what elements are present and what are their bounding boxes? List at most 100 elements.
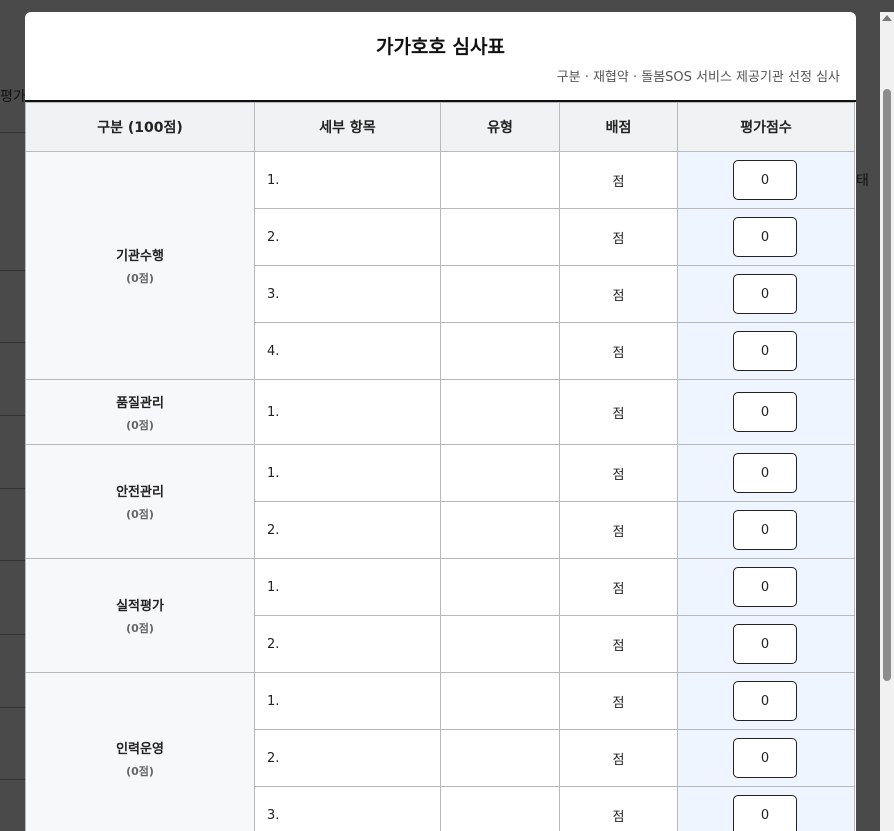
type-cell <box>440 672 560 730</box>
points-cell: 점 <box>559 786 678 831</box>
score-cell <box>677 444 855 502</box>
score-input[interactable] <box>733 795 797 831</box>
table-row: 2. 점 <box>26 501 855 559</box>
category-name: 품질관리 <box>116 395 164 411</box>
category-name: 실적평가 <box>116 599 164 614</box>
detail-item: 3. <box>254 786 441 831</box>
type-cell <box>440 379 560 445</box>
divider <box>0 270 30 271</box>
detail-item: 1. <box>254 672 441 730</box>
table-row: 2. 점 <box>26 615 855 673</box>
points-cell: 점 <box>559 208 678 266</box>
points-cell: 점 <box>559 615 678 673</box>
points-cell: 점 <box>559 265 678 323</box>
divider <box>0 707 30 708</box>
detail-item: 1. <box>254 558 441 616</box>
category-score: (0점) <box>126 418 154 432</box>
score-input[interactable] <box>733 274 797 314</box>
score-cell <box>677 208 855 266</box>
modal-subtitle: 구분 · 재협약 · 돌봄SOS 서비스 제공기관 선정 심사 <box>556 70 840 85</box>
type-cell <box>440 444 560 502</box>
type-cell <box>440 265 560 323</box>
detail-item: 2. <box>254 615 441 673</box>
table-header-row: 구분 (100점) 세부 항목 유형 배점 평가점수 <box>25 102 855 152</box>
score-input[interactable] <box>733 738 797 778</box>
table-row: 실적평가 (0점) 1. 점 <box>25 558 855 673</box>
score-cell <box>677 322 855 380</box>
table-row: 인력운영 (0점) 1. 점 <box>25 672 855 831</box>
type-cell <box>440 151 560 209</box>
table-row: 2. 점 <box>26 208 855 266</box>
points-cell: 점 <box>559 501 678 559</box>
evaluation-modal: 가가호호 심사표 구분 · 재협약 · 돌봄SOS 서비스 제공기관 선정 심사… <box>25 12 856 831</box>
points-cell: 점 <box>559 151 678 209</box>
scrollbar-thumb[interactable] <box>883 89 891 681</box>
background-label: 태 <box>856 173 869 189</box>
scroll-up-icon[interactable] <box>882 15 892 21</box>
modal-header: 가가호호 심사표 구분 · 재협약 · 돌봄SOS 서비스 제공기관 선정 심사 <box>25 12 856 102</box>
table-row: 안전관리 (0점) 1. 점 <box>25 444 855 559</box>
points-cell: 점 <box>559 444 678 502</box>
score-input[interactable] <box>733 624 797 664</box>
detail-item: 1. <box>254 444 441 502</box>
detail-item: 3. <box>254 265 441 323</box>
score-cell <box>677 729 855 787</box>
column-header-score: 평가점수 <box>677 102 855 152</box>
category-cell: 안전관리 (0점) <box>25 444 255 559</box>
category-name: 안전관리 <box>116 485 164 500</box>
table-row: 2. 점 <box>26 729 855 787</box>
score-input[interactable] <box>733 510 797 550</box>
score-cell <box>677 151 855 209</box>
score-input[interactable] <box>733 217 797 257</box>
category-name: 기관수행 <box>116 249 164 264</box>
table-row: 4. 점 <box>26 322 855 380</box>
column-header-detail: 세부 항목 <box>254 102 441 152</box>
points-cell: 점 <box>559 558 678 616</box>
detail-item: 2. <box>254 208 441 266</box>
type-cell <box>440 322 560 380</box>
evaluation-table: 구분 (100점) 세부 항목 유형 배점 평가점수 기관수행 (0점) 1. … <box>25 102 855 831</box>
category-cell: 품질관리 (0점) <box>25 379 255 445</box>
points-cell: 점 <box>559 672 678 730</box>
column-header-category: 구분 (100점) <box>25 102 255 152</box>
category-cell: 인력운영 (0점) <box>25 672 255 831</box>
detail-item: 2. <box>254 729 441 787</box>
category-score: (0점) <box>126 764 154 778</box>
type-cell <box>440 729 560 787</box>
score-cell <box>677 672 855 730</box>
score-cell <box>677 786 855 831</box>
column-header-points: 배점 <box>559 102 678 152</box>
modal-scrollbar[interactable] <box>880 12 894 831</box>
divider <box>0 634 30 635</box>
score-cell <box>677 265 855 323</box>
score-input[interactable] <box>733 567 797 607</box>
score-input[interactable] <box>733 160 797 200</box>
category-score: (0점) <box>126 508 154 521</box>
category-score: (0점) <box>126 272 154 285</box>
points-cell: 점 <box>559 379 678 445</box>
category-cell: 기관수행 (0점) <box>25 151 255 380</box>
score-cell <box>677 501 855 559</box>
score-cell <box>677 379 855 445</box>
score-input[interactable] <box>733 453 797 493</box>
table-row: 3. 점 <box>26 265 855 323</box>
modal-title: 가가호호 심사표 <box>376 36 505 58</box>
detail-item: 2. <box>254 501 441 559</box>
score-input[interactable] <box>733 392 797 432</box>
divider <box>0 779 30 780</box>
category-score: (0점) <box>126 622 154 635</box>
score-input[interactable] <box>733 681 797 721</box>
score-input[interactable] <box>733 331 797 371</box>
column-header-type: 유형 <box>440 102 560 152</box>
table-row: 기관수행 (0점) 1. 점 <box>25 151 855 380</box>
divider <box>0 488 30 489</box>
detail-item: 1. <box>254 379 441 445</box>
score-cell <box>677 615 855 673</box>
divider <box>0 132 30 133</box>
table-row: 3. 점 <box>26 786 855 831</box>
divider <box>0 342 30 343</box>
points-cell: 점 <box>559 729 678 787</box>
type-cell <box>440 558 560 616</box>
divider <box>0 415 30 416</box>
table-row: 품질관리 (0점) 1. 점 <box>25 379 855 445</box>
